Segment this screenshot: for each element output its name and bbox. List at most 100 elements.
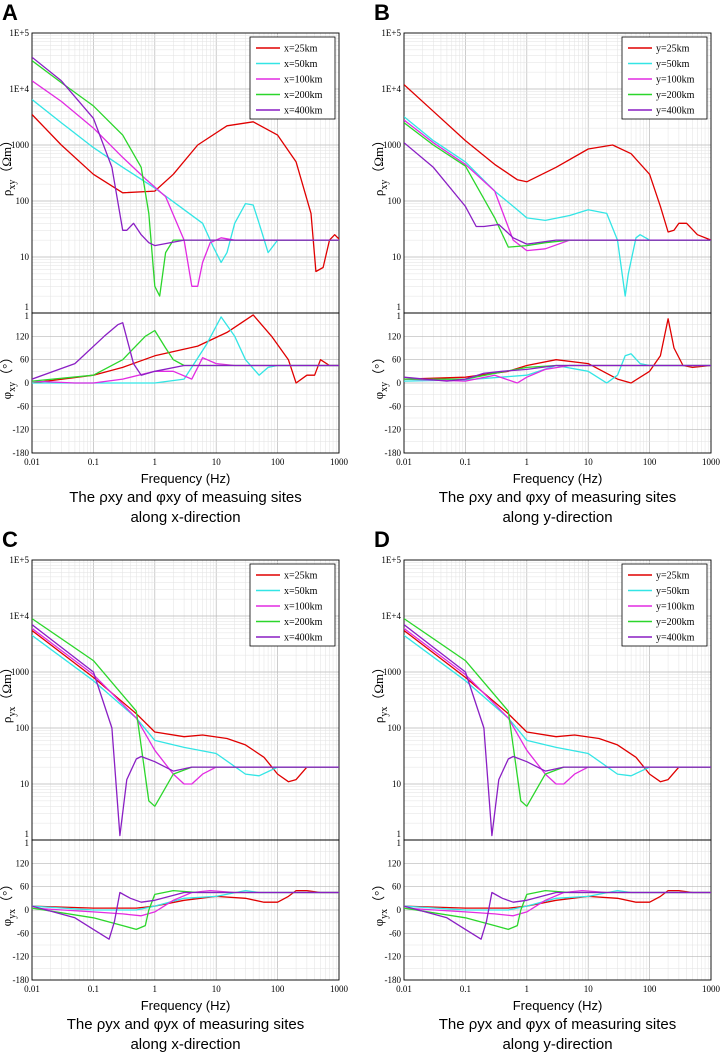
panel-b: B 1 10 100 1000 1E+4 1E+5 1 120 60 0 -60 -120 -1800.0… [371,0,721,526]
phase-tick-label: -120 [385,425,402,435]
phase-line-x-25km [32,889,339,909]
legend-entry: y=25km [656,571,690,582]
legend-entry: x=25km [284,571,318,582]
phase-tick-label: 0 [397,378,402,388]
phase-line-x-100km [32,889,339,917]
phase-line-y-400km [404,891,711,940]
legend-entry: y=400km [656,633,695,644]
rho-line-x-50km [32,634,339,777]
rho-tick-label: 1E+5 [381,555,401,565]
phase-line-y-25km [404,318,711,384]
phase-tick-label: 0 [25,905,30,915]
legend-entry: y=25km [656,44,690,55]
phase-series-group [404,889,711,940]
phase-tick-label: -120 [13,425,30,435]
phase-tick-label: 60 [20,355,30,365]
rho-axis-label: ρxy（Ωm） [371,134,390,196]
rho-line-y-25km [404,84,711,241]
rho-tick-label: 10 [20,252,30,262]
legend-entry: y=50km [656,586,690,597]
rho-tick-label: 100 [388,723,402,733]
rho-tick-label: 1000 [383,667,402,677]
rho-axis-label: ρyx（Ωm） [371,661,390,723]
legend: x=25km x=50km x=100km x=200km x=400km [249,36,336,120]
caption-line-2: along y-direction [502,1036,612,1053]
rho-axis-label: ρxy（Ωm） [0,134,18,196]
rho-tick-label: 1 [397,302,402,312]
phase-line-x-50km [32,316,339,384]
rho-tick-label: 100 [16,723,30,733]
x-tick-label: 100 [643,457,657,467]
panel-letter: A [2,0,18,25]
legend-entry: y=100km [656,602,695,613]
rho-tick-label: 1E+5 [9,555,29,565]
rho-series-group [32,56,339,297]
x-tick-label: 10 [212,984,222,994]
caption-line-2: along y-direction [502,509,612,526]
phase-tick-label: -60 [17,928,29,938]
phase-line-x-200km [32,889,339,931]
x-tick-label: 0.1 [88,457,99,467]
x-tick-label: 0.01 [24,457,40,467]
phase-axis-label: φxy（°） [0,351,18,400]
phase-tick-label: 0 [397,905,402,915]
caption-line-1: The ρyx and φyx of measuring sites [439,1016,677,1033]
phase-tick-label: -120 [385,952,402,962]
phase-line-y-50km [404,353,711,384]
phase-line-y-100km [404,889,711,917]
rho-tick-label: 100 [16,196,30,206]
phase-tick-label: 120 [16,331,30,341]
phase-series-group [32,314,339,384]
rho-line-y-100km [404,627,711,785]
rho-tick-label: 1E+5 [381,28,401,38]
rho-line-y-50km [404,634,711,777]
rho-tick-label: 10 [392,252,402,262]
phase-tick-label: -180 [13,975,30,985]
panel-d: D 1 10 100 1000 1E+4 1E+5 1 120 60 0 -60 -120 -1800.0… [371,527,721,1053]
x-tick-label: 1000 [330,457,349,467]
phase-series-group [404,318,711,384]
rho-line-x-100km [32,627,339,785]
rho-line-x-25km [32,114,339,273]
legend-entry: x=25km [284,44,318,55]
legend-entry: y=100km [656,75,695,86]
x-axis-label: Frequency (Hz) [513,998,603,1013]
x-axis-label: Frequency (Hz) [141,471,231,486]
x-tick-label: 1000 [330,984,349,994]
rho-line-x-200km [32,60,339,297]
rho-line-x-400km [32,624,339,837]
x-tick-label: 0.01 [396,457,412,467]
x-axis-label: Frequency (Hz) [513,471,603,486]
phase-axes [403,312,712,454]
x-tick-label: 1 [525,984,530,994]
caption-line-1: The ρyx and φyx of measuring sites [67,1016,305,1033]
legend-entry: x=50km [284,59,318,70]
phase-line-x-200km [32,329,339,382]
rho-axis-label: ρyx（Ωm） [0,661,18,723]
rho-tick-label: 1E+4 [9,84,29,94]
phase-tick-label: -120 [13,952,30,962]
phase-top-tick-label: 1 [25,311,30,321]
rho-tick-label: 1 [397,829,402,839]
legend-entry: y=400km [656,106,695,117]
phase-top-tick-label: 1 [397,311,402,321]
phase-tick-label: -60 [389,928,401,938]
phase-tick-label: 60 [20,882,30,892]
x-tick-label: 10 [212,457,222,467]
phase-tick-label: 120 [388,858,402,868]
rho-tick-label: 1 [25,302,30,312]
phase-line-x-400km [32,322,339,380]
x-tick-label: 0.01 [24,984,40,994]
x-tick-label: 1000 [702,457,721,467]
rho-line-x-400km [32,56,339,247]
legend-entry: x=200km [284,617,323,628]
legend: y=25km y=50km y=100km y=200km y=400km [621,36,708,120]
phase-line-y-400km [404,364,711,382]
rho-line-x-200km [32,618,339,807]
legend-entry: x=100km [284,75,323,86]
phase-top-tick-label: 1 [397,838,402,848]
rho-tick-label: 1E+5 [9,28,29,38]
x-tick-label: 1 [153,457,158,467]
x-tick-label: 0.1 [460,984,471,994]
